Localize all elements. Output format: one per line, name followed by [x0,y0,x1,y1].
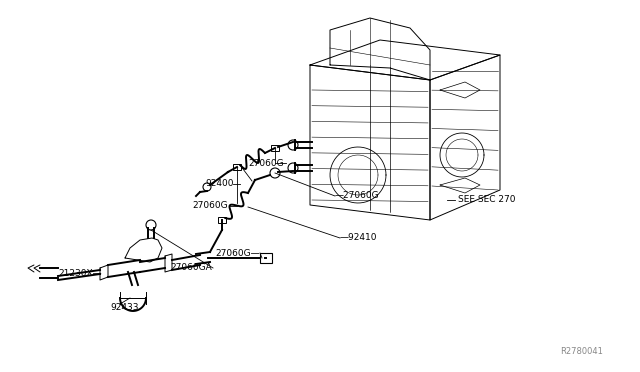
Text: R2780041: R2780041 [560,347,603,356]
Bar [233,164,241,170]
Text: 21230X—: 21230X— [58,269,102,279]
Text: 27060G—: 27060G— [215,248,260,257]
Text: 27060G: 27060G [248,158,284,167]
Bar [260,253,272,263]
Circle shape [270,168,280,178]
Circle shape [146,220,156,230]
Text: SEE SEC 270: SEE SEC 270 [458,196,515,205]
Text: —92410: —92410 [340,234,378,243]
Circle shape [203,183,211,191]
Text: —27060G: —27060G [335,192,380,201]
Text: 92400: 92400 [205,180,234,189]
Text: 92433: 92433 [110,304,138,312]
Text: 27060GA: 27060GA [170,263,212,273]
Bar [271,145,279,151]
Text: 27060G: 27060G [192,202,228,211]
Circle shape [288,163,298,173]
Circle shape [288,140,298,150]
Bar [218,217,226,223]
